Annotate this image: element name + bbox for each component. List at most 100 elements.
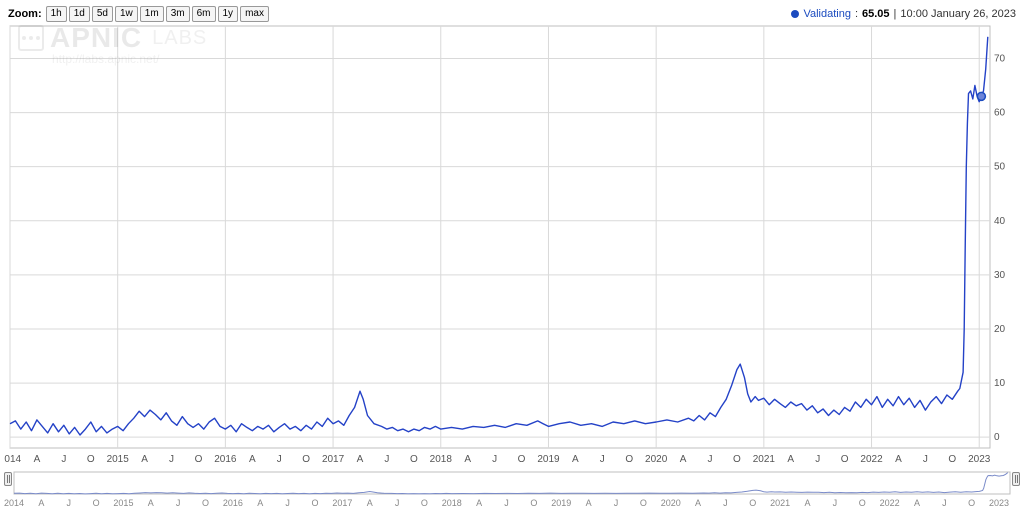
svg-text:O: O xyxy=(841,454,849,465)
svg-text:O: O xyxy=(93,498,100,508)
svg-text:O: O xyxy=(859,498,866,508)
svg-text:A: A xyxy=(257,498,263,508)
legend-series-name: Validating xyxy=(803,8,851,20)
svg-text:50: 50 xyxy=(994,162,1006,173)
svg-text:2016: 2016 xyxy=(214,454,237,465)
svg-text:O: O xyxy=(87,454,95,465)
svg-text:A: A xyxy=(572,454,579,465)
svg-text:40: 40 xyxy=(994,216,1006,227)
svg-text:2015: 2015 xyxy=(107,454,130,465)
svg-text:2023: 2023 xyxy=(989,498,1009,508)
svg-text:2015: 2015 xyxy=(113,498,133,508)
svg-text:2017: 2017 xyxy=(322,454,345,465)
svg-text:J: J xyxy=(66,498,71,508)
svg-text:2020: 2020 xyxy=(645,454,668,465)
zoom-button-1d[interactable]: 1d xyxy=(69,6,90,22)
zoom-button-1w[interactable]: 1w xyxy=(115,6,138,22)
zoom-label: Zoom: xyxy=(8,8,42,20)
svg-text:A: A xyxy=(249,454,256,465)
svg-text:30: 30 xyxy=(994,270,1006,281)
svg-text:J: J xyxy=(614,498,619,508)
svg-text:A: A xyxy=(586,498,592,508)
svg-text:A: A xyxy=(357,454,364,465)
svg-text:2023: 2023 xyxy=(968,454,991,465)
svg-text:J: J xyxy=(942,498,947,508)
svg-text:J: J xyxy=(395,498,400,508)
svg-text:O: O xyxy=(968,498,975,508)
zoom-button-group: 1h1d5d1w1m3m6m1ymax xyxy=(46,6,269,22)
svg-text:J: J xyxy=(723,498,728,508)
svg-text:O: O xyxy=(749,498,756,508)
svg-text:O: O xyxy=(948,454,956,465)
main-chart[interactable]: 0 10 20 30 40 50 60 70 2014 A J O 2015 A J O 2016 A J O 2017… xyxy=(4,20,1020,470)
zoom-button-1h[interactable]: 1h xyxy=(46,6,67,22)
legend-value: 65.05 xyxy=(862,8,890,20)
svg-text:O: O xyxy=(530,498,537,508)
svg-text:2022: 2022 xyxy=(860,454,883,465)
zoom-button-3m[interactable]: 3m xyxy=(166,6,190,22)
svg-text:2016: 2016 xyxy=(223,498,243,508)
svg-text:A: A xyxy=(141,454,148,465)
svg-text:2017: 2017 xyxy=(332,498,352,508)
svg-text:O: O xyxy=(640,498,647,508)
svg-text:2014: 2014 xyxy=(4,498,24,508)
svg-text:2014: 2014 xyxy=(4,454,22,465)
zoom-button-1m[interactable]: 1m xyxy=(140,6,164,22)
svg-text:J: J xyxy=(492,454,497,465)
svg-text:O: O xyxy=(518,454,526,465)
svg-text:J: J xyxy=(708,454,713,465)
zoom-button-6m[interactable]: 6m xyxy=(192,6,216,22)
legend-colon: : xyxy=(855,8,858,20)
svg-text:70: 70 xyxy=(994,53,1006,64)
svg-text:O: O xyxy=(202,498,209,508)
svg-text:A: A xyxy=(148,498,154,508)
svg-text:J: J xyxy=(61,454,66,465)
navigator-handle-left[interactable] xyxy=(4,472,12,486)
svg-text:60: 60 xyxy=(994,108,1006,119)
svg-text:A: A xyxy=(805,498,811,508)
svg-text:A: A xyxy=(914,498,920,508)
svg-text:20: 20 xyxy=(994,324,1006,335)
svg-text:J: J xyxy=(169,454,174,465)
svg-text:O: O xyxy=(195,454,203,465)
svg-text:J: J xyxy=(833,498,838,508)
svg-text:A: A xyxy=(38,498,44,508)
svg-text:A: A xyxy=(895,454,902,465)
svg-text:A: A xyxy=(787,454,794,465)
svg-text:A: A xyxy=(680,454,687,465)
svg-text:A: A xyxy=(34,454,41,465)
svg-text:J: J xyxy=(285,498,290,508)
svg-text:A: A xyxy=(367,498,373,508)
svg-text:J: J xyxy=(815,454,820,465)
svg-text:A: A xyxy=(464,454,471,465)
svg-text:J: J xyxy=(384,454,389,465)
svg-text:A: A xyxy=(695,498,701,508)
svg-text:2018: 2018 xyxy=(442,498,462,508)
svg-text:2018: 2018 xyxy=(430,454,453,465)
zoom-button-max[interactable]: max xyxy=(240,6,269,22)
navigator-handle-right[interactable] xyxy=(1012,472,1020,486)
svg-text:2019: 2019 xyxy=(551,498,571,508)
svg-text:O: O xyxy=(311,498,318,508)
svg-text:J: J xyxy=(600,454,605,465)
legend-separator: | xyxy=(894,8,897,20)
zoom-button-5d[interactable]: 5d xyxy=(92,6,113,22)
svg-text:10: 10 xyxy=(994,378,1006,389)
svg-text:O: O xyxy=(625,454,633,465)
legend-dot-icon xyxy=(791,10,799,18)
zoom-button-1y[interactable]: 1y xyxy=(218,6,239,22)
svg-text:J: J xyxy=(176,498,181,508)
svg-text:2021: 2021 xyxy=(770,498,790,508)
svg-text:0: 0 xyxy=(994,432,1000,443)
svg-text:O: O xyxy=(421,498,428,508)
svg-text:A: A xyxy=(476,498,482,508)
svg-text:2021: 2021 xyxy=(753,454,776,465)
svg-text:2022: 2022 xyxy=(880,498,900,508)
legend: Validating : 65.05 | 10:00 January 26, 2… xyxy=(791,8,1016,20)
svg-text:O: O xyxy=(302,454,310,465)
svg-text:O: O xyxy=(410,454,418,465)
navigator-chart[interactable]: 2014 A J O 2015 A J O 2016 A J O 2017 A J O 2018 A J O 2019 A… xyxy=(4,470,1020,510)
svg-text:J: J xyxy=(504,498,509,508)
svg-text:J: J xyxy=(923,454,928,465)
svg-text:2020: 2020 xyxy=(661,498,681,508)
